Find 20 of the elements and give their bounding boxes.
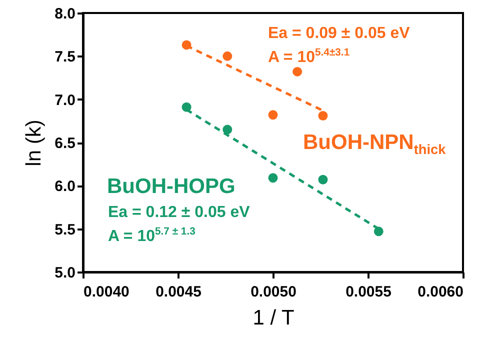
x-tick-label: 0.0040 bbox=[84, 284, 130, 300]
y-axis-title: ln (k) bbox=[22, 120, 46, 166]
annotation: A = 10$^{5.7 ± 1.3}$ bbox=[108, 226, 196, 245]
x-tick-label: 0.0045 bbox=[156, 284, 202, 300]
series-label: BuOH-HOPG bbox=[107, 175, 236, 198]
y-tick-label: 7.0 bbox=[54, 92, 76, 109]
y-tick-label: 5.5 bbox=[54, 221, 76, 238]
series-label: BuOH-NPN$_{thick}$ bbox=[303, 131, 446, 158]
annotation: Ea = 0.12 ± 0.05 eV bbox=[108, 204, 250, 221]
x-tick-label: 0.0050 bbox=[250, 284, 296, 300]
x-tick-label: 0.0060 bbox=[418, 284, 464, 300]
annotation: A = 10$^{5.4±3.1}$ bbox=[268, 48, 350, 66]
x-axis-title: 1 / T bbox=[252, 306, 294, 330]
y-tick-label: 7.5 bbox=[54, 48, 76, 66]
y-tick-label: 5.0 bbox=[54, 264, 76, 282]
annotation: Ea = 0.09 ± 0.05 eV bbox=[268, 25, 410, 42]
y-tick-label: 6.5 bbox=[54, 135, 76, 152]
x-tick-label: 0.0055 bbox=[346, 284, 392, 300]
y-tick-label: 6.0 bbox=[54, 178, 76, 196]
y-tick-label: 8.0 bbox=[54, 6, 76, 22]
